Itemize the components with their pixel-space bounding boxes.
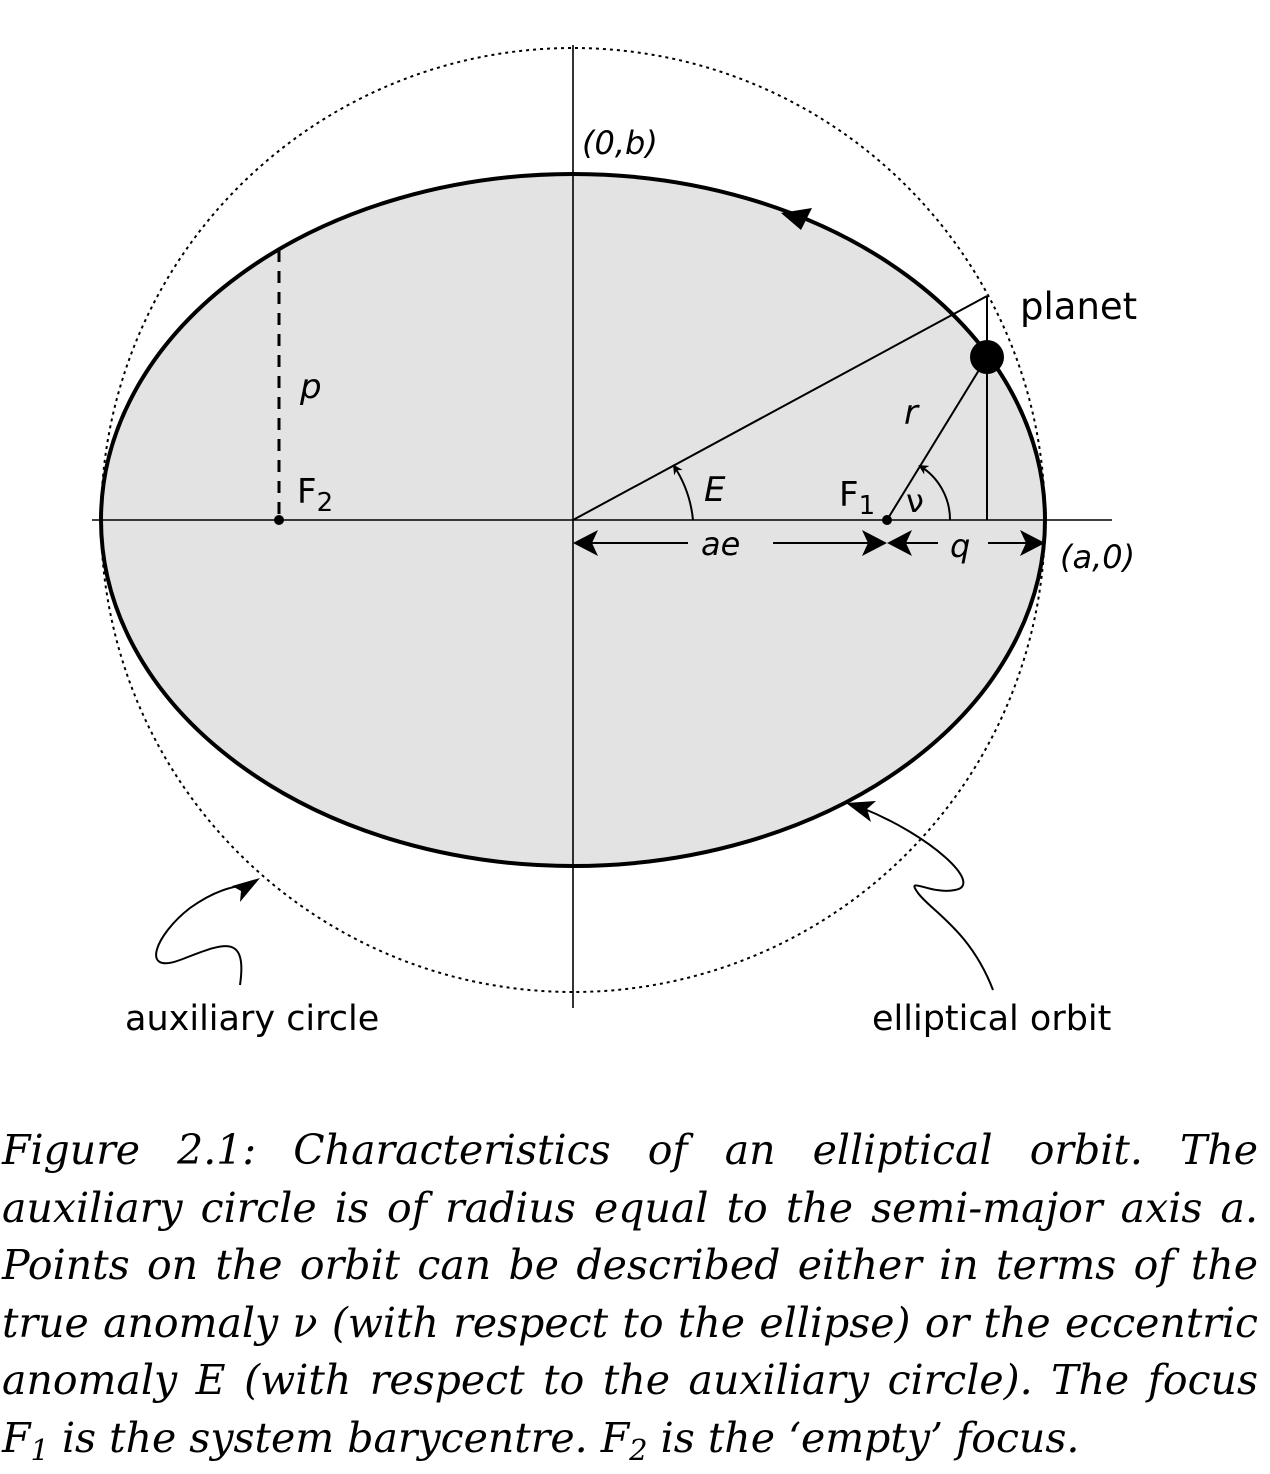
focus-2-dot xyxy=(274,515,284,525)
q-label: q xyxy=(950,527,970,565)
ae-arrowhead-left xyxy=(573,530,598,556)
true-anomaly-arc xyxy=(918,464,952,521)
eccentric-anomaly-line xyxy=(572,295,988,521)
focus-2-label: F2 xyxy=(297,472,333,518)
auxiliary-circle-label: auxiliary circle xyxy=(125,999,379,1039)
auxiliary-circle-pointer-head xyxy=(232,878,260,902)
elliptical-orbit-pointer-head xyxy=(846,801,876,822)
elliptical-orbit-label: elliptical orbit xyxy=(872,999,1111,1039)
ae-arrowhead-right xyxy=(862,530,887,556)
planet-dot xyxy=(970,340,1004,374)
planet-label: planet xyxy=(1020,285,1137,328)
figure-caption: Figure 2.1: Characteristics of an ellipt… xyxy=(2,1126,1258,1467)
semi-major-point-label: (a,0) xyxy=(1060,538,1135,576)
eccentric-anomaly-label: E xyxy=(704,470,726,510)
semi-minor-point-label: (0,b) xyxy=(582,124,658,162)
true-anomaly-label: ν xyxy=(906,482,924,520)
orbit-direction-arrow xyxy=(781,208,812,230)
orbit-diagram: (0,b) (a,0) planet r p E ν F1 F2 ae q au… xyxy=(92,45,1137,1039)
q-arrowhead-right xyxy=(1020,530,1045,556)
elliptical-orbit xyxy=(99,172,1047,868)
ae-label: ae xyxy=(701,525,740,563)
focus-1-dot xyxy=(882,515,892,525)
auxiliary-circle-pointer xyxy=(155,883,249,986)
radius-label: r xyxy=(904,393,920,433)
semi-latus-rectum-label: p xyxy=(299,367,322,407)
focus-1-label: F1 xyxy=(839,475,875,521)
radius-vector xyxy=(886,356,988,521)
eccentric-anomaly-arc xyxy=(672,464,694,521)
elliptical-orbit-pointer xyxy=(861,807,994,991)
q-arrowhead-left xyxy=(887,530,912,556)
